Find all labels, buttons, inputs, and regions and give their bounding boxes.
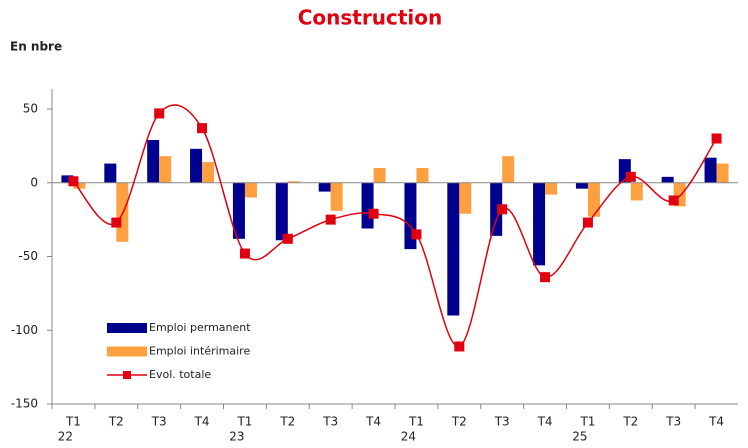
line-marker <box>411 229 422 240</box>
bar <box>575 182 588 189</box>
bar <box>287 181 300 183</box>
y-tick-label: 50 <box>23 102 38 116</box>
line-marker <box>625 171 636 182</box>
x-tick-label: 25 <box>572 430 587 444</box>
bar <box>361 182 374 229</box>
bar <box>490 182 503 236</box>
x-tick-label: T4 <box>194 415 210 429</box>
line-marker <box>282 233 293 244</box>
bar <box>459 182 472 214</box>
line-marker <box>668 195 679 206</box>
x-tick-label: T1 <box>579 415 595 429</box>
bar <box>533 182 546 266</box>
y-axis-label: En nbre <box>10 40 62 54</box>
x-tick-label: 24 <box>401 430 416 444</box>
x-tick-label: T3 <box>665 415 681 429</box>
bar <box>318 182 331 192</box>
line-marker <box>454 341 465 352</box>
x-tick-label: T4 <box>708 415 724 429</box>
y-tick-label: -150 <box>11 397 38 411</box>
x-tick-label: T3 <box>151 415 167 429</box>
x-tick-label: T2 <box>108 415 124 429</box>
x-tick-label: T2 <box>451 415 467 429</box>
line-marker <box>368 208 379 219</box>
bar <box>116 182 129 242</box>
legend-swatch <box>107 346 147 357</box>
bar <box>159 156 172 183</box>
bar <box>502 156 515 183</box>
bar <box>104 163 117 183</box>
y-tick-label: -50 <box>18 249 38 263</box>
legend-label: Emploi intérimaire <box>149 345 250 358</box>
bar <box>545 182 558 195</box>
bar <box>147 139 160 183</box>
legend-label: Emploi permanent <box>149 321 251 334</box>
line-marker <box>68 176 79 187</box>
bar <box>587 182 600 217</box>
bar <box>190 148 203 183</box>
x-tick-label: T1 <box>65 415 81 429</box>
bar <box>202 162 215 183</box>
x-tick-label: T2 <box>622 415 638 429</box>
bar <box>275 182 288 241</box>
x-tick-label: T4 <box>365 415 381 429</box>
bar <box>232 182 245 239</box>
bar <box>244 182 257 198</box>
legend-label: Evol. totale <box>149 368 211 381</box>
line-marker <box>540 272 551 283</box>
x-tick-label: T1 <box>236 415 252 429</box>
x-tick-label: 22 <box>58 430 73 444</box>
bar <box>330 182 343 211</box>
bar <box>447 182 460 316</box>
bar <box>704 157 717 183</box>
x-tick-label: T3 <box>494 415 510 429</box>
chart-title: Construction <box>298 6 442 30</box>
legend-swatch <box>107 323 147 333</box>
line <box>72 104 718 348</box>
y-tick-label: -100 <box>11 323 38 337</box>
bar <box>61 175 74 183</box>
line-marker <box>154 108 165 119</box>
x-tick-label: T3 <box>322 415 338 429</box>
bar <box>661 176 674 183</box>
line-marker <box>239 248 250 259</box>
y-tick-label: 0 <box>30 175 38 189</box>
x-tick-label: T1 <box>408 415 424 429</box>
line-marker <box>711 133 722 144</box>
line-marker <box>497 204 508 215</box>
line-marker <box>111 217 122 228</box>
line-marker <box>325 214 336 225</box>
bar <box>416 168 429 183</box>
bar <box>73 182 86 189</box>
x-tick-label: T2 <box>279 415 295 429</box>
x-tick-label: 23 <box>229 430 244 444</box>
bar <box>373 168 386 183</box>
line-marker <box>197 123 208 134</box>
legend-swatch <box>123 371 131 379</box>
bar <box>630 182 643 201</box>
line-marker <box>582 217 593 228</box>
x-tick-label: T4 <box>537 415 553 429</box>
bar <box>716 163 729 183</box>
